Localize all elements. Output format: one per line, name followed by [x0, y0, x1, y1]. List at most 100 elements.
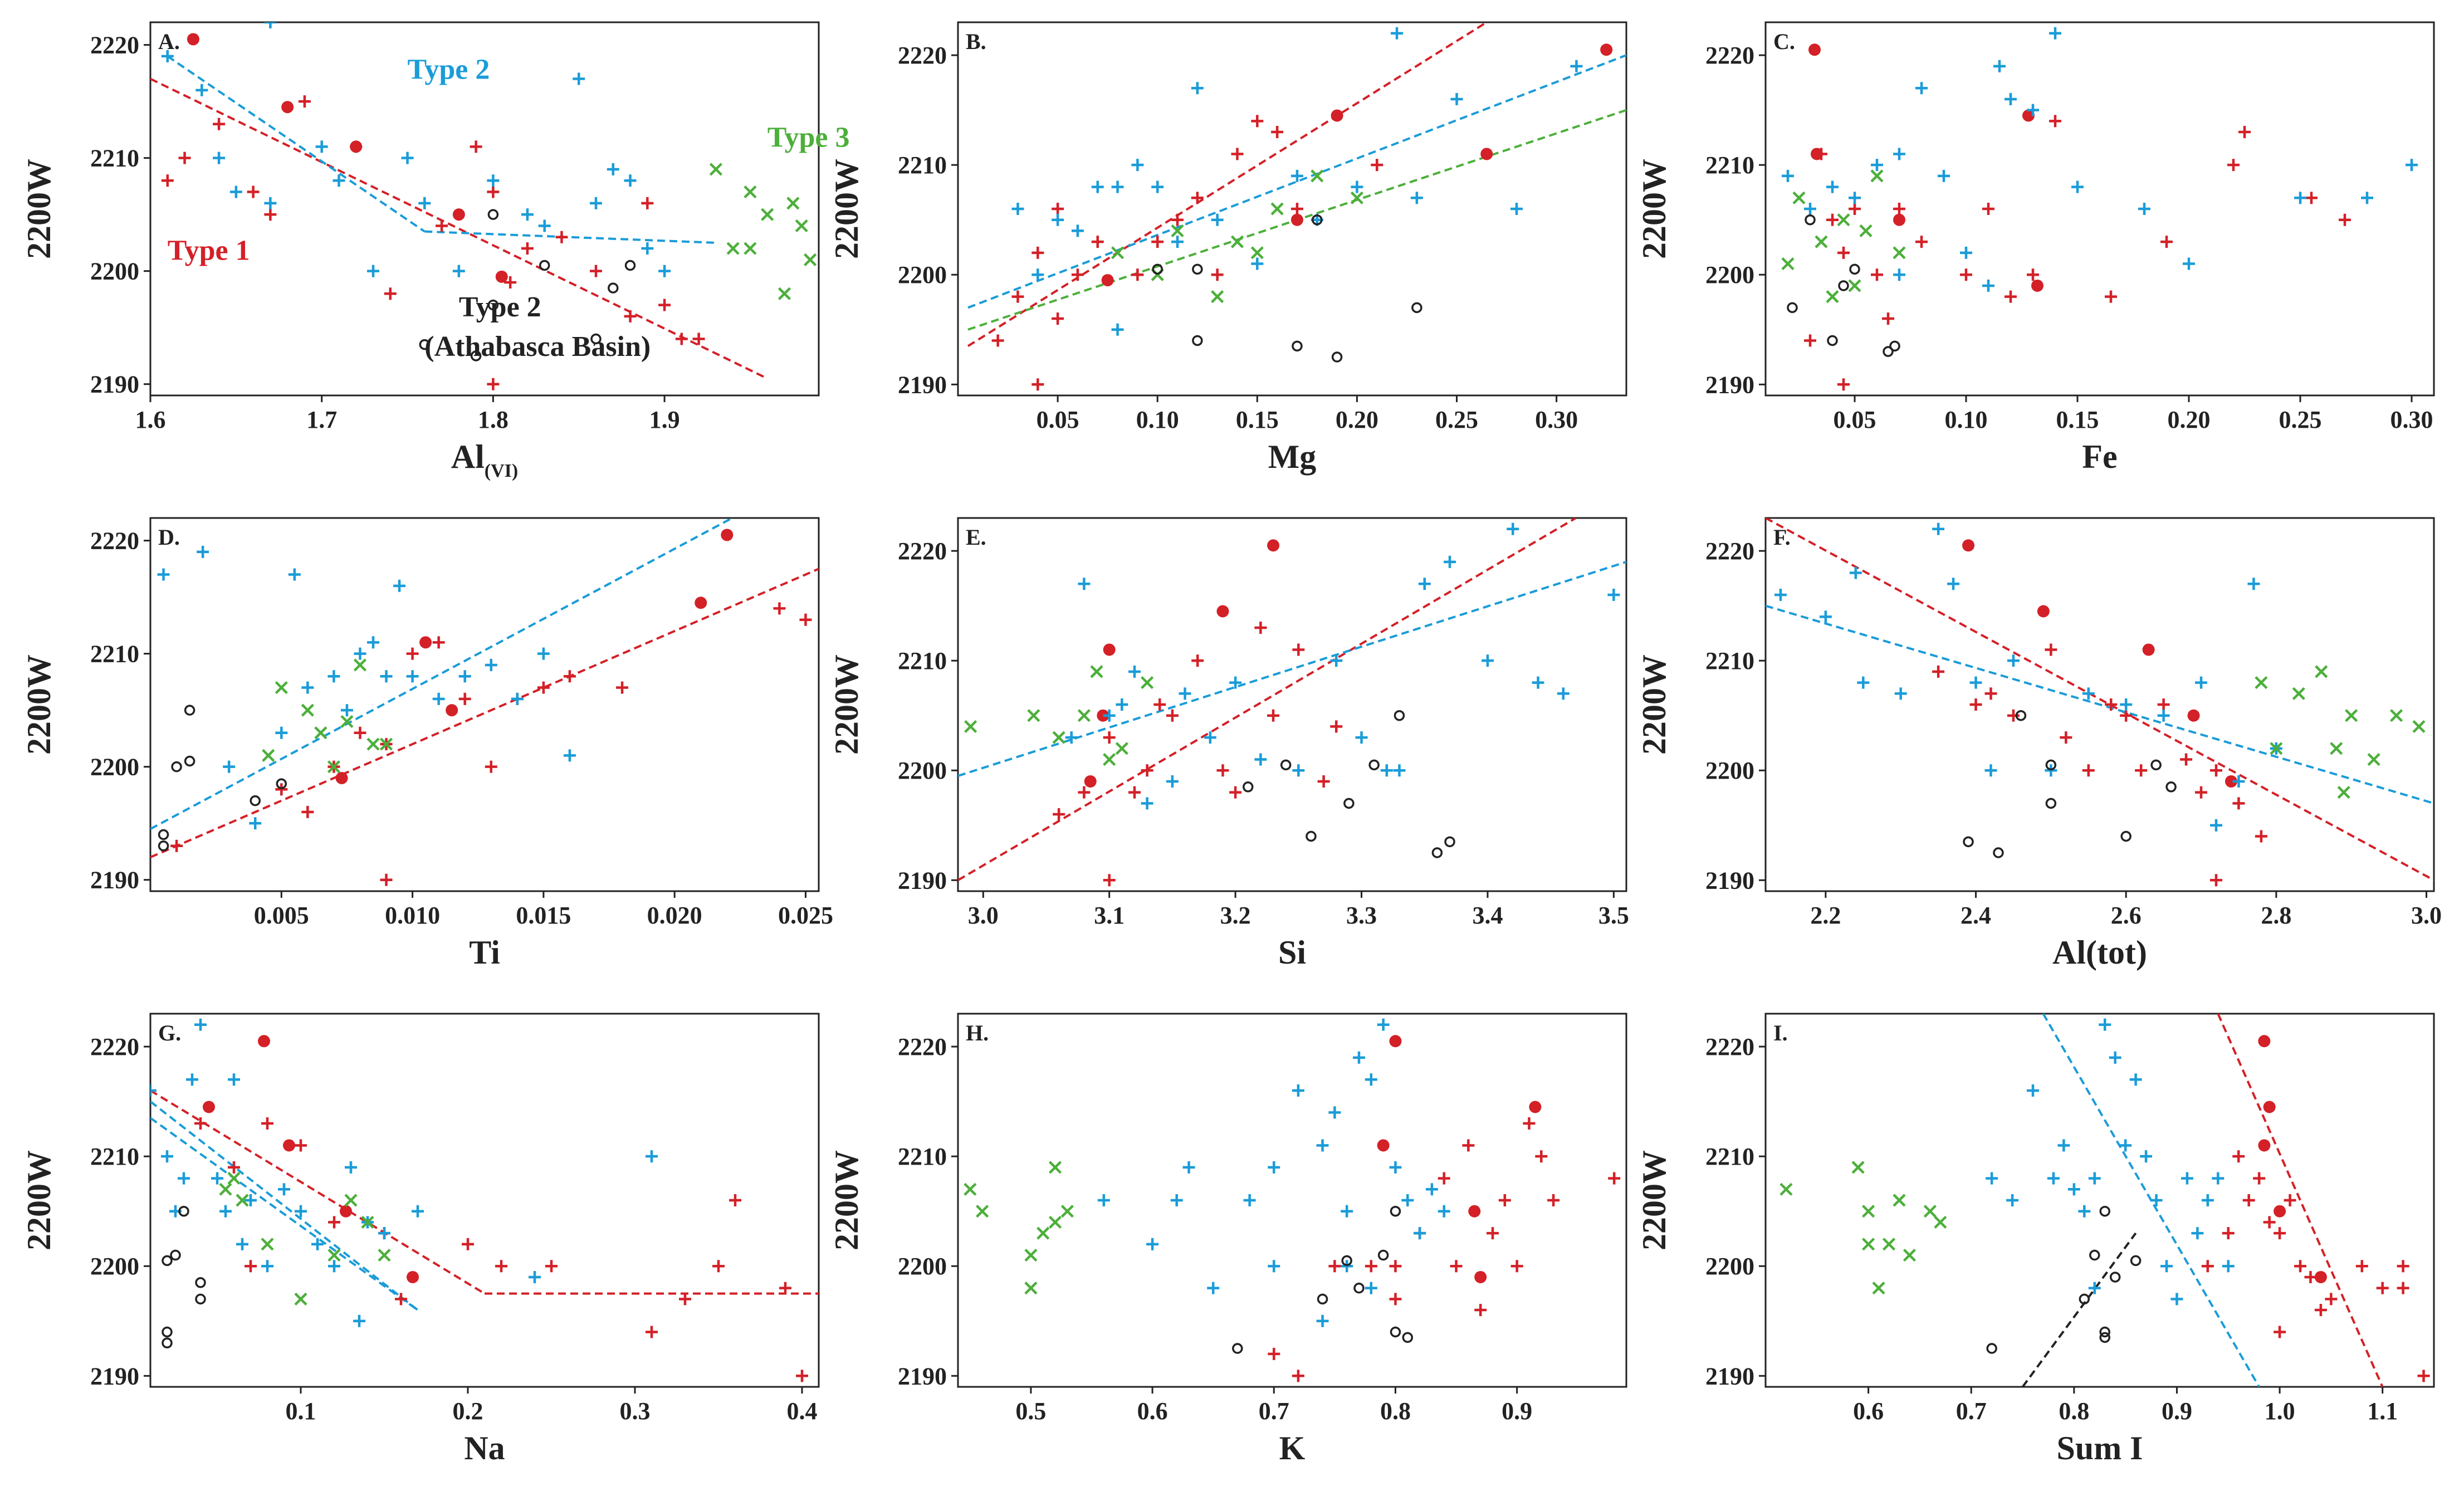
point-type2 [278, 1183, 290, 1196]
point-type1 [1915, 236, 1928, 248]
point-type3 [1862, 1238, 1875, 1251]
point-type2 [2099, 1018, 2111, 1031]
point-type2 [2361, 192, 2373, 204]
x-tick-label: 0.05 [1834, 406, 1876, 433]
point-type2 [1141, 797, 1153, 810]
point-type3 [1893, 1194, 1906, 1207]
point-athabasca [1317, 1293, 1328, 1305]
point-type1 [2225, 775, 2237, 788]
point-type2 [333, 174, 345, 187]
y-tick-label: 2190 [898, 1362, 947, 1390]
point-type2 [1292, 764, 1305, 777]
x-tick-label: 3.2 [1220, 902, 1251, 929]
point-type1 [170, 839, 183, 852]
point-type2 [236, 1238, 248, 1250]
point-type1 [458, 692, 471, 705]
point-type1 [991, 334, 1004, 347]
point-type2 [1510, 203, 1523, 215]
y-axis-label: 2200W [21, 654, 57, 755]
point-type2 [1849, 192, 1861, 204]
point-type2 [1290, 169, 1303, 182]
point-type2 [1365, 1073, 1377, 1086]
point-athabasca [2089, 1249, 2100, 1261]
point-type1 [1171, 213, 1184, 226]
point-type3 [1052, 731, 1065, 744]
point-type3 [353, 658, 367, 672]
point-type1 [1251, 115, 1264, 128]
point-type1 [1031, 246, 1044, 259]
point-type2 [1111, 180, 1124, 193]
point-type1 [1292, 643, 1305, 656]
x-axis-label: Al(tot) [2052, 934, 2147, 971]
point-athabasca [1838, 280, 1849, 291]
plot-area [1781, 27, 2418, 391]
trendline-type2 [150, 1117, 419, 1311]
point-type1 [1101, 274, 1114, 287]
point-type2 [1782, 169, 1794, 182]
x-tick-label: 0.015 [516, 902, 571, 929]
point-athabasca [1993, 847, 2004, 858]
y-tick-label: 2210 [898, 647, 947, 674]
point-type1 [799, 613, 812, 626]
x-tick-label: 2.4 [1961, 902, 1991, 929]
point-athabasca [1331, 351, 1343, 363]
panel-4: 0.005 0.010 0.015 0.020 0.025 2190 2200 2210 222… [21, 517, 833, 971]
point-type2 [2067, 1183, 2080, 1196]
point-type1 [2339, 213, 2351, 226]
point-type1 [2255, 830, 2267, 843]
point-type1 [2135, 764, 2148, 777]
point-type2 [2088, 1172, 2101, 1185]
point-type3 [1211, 290, 1224, 304]
point-type2 [1819, 610, 1832, 623]
point-type1 [2105, 290, 2117, 303]
point-type3 [1250, 246, 1264, 260]
point-type3 [1024, 1248, 1038, 1262]
y-tick-label: 2200 [90, 258, 139, 285]
point-type2 [1365, 1282, 1377, 1294]
x-tick-label: 0.8 [1380, 1397, 1411, 1425]
point-type3 [1851, 1161, 1865, 1174]
point-type1 [721, 529, 734, 541]
x-tick-label: 0.05 [1037, 406, 1079, 433]
point-type1 [1097, 709, 1109, 722]
point-type1 [1377, 1139, 1390, 1152]
point-type2 [1316, 1139, 1329, 1152]
point-type2 [219, 1205, 232, 1218]
point-type2 [511, 692, 524, 705]
point-type2 [1915, 82, 1928, 95]
point-type1 [1371, 159, 1383, 172]
point-type1 [1389, 1260, 1402, 1273]
y-tick-label: 2210 [1705, 647, 1754, 674]
point-type1 [1826, 213, 1839, 226]
point-type2 [646, 1150, 658, 1163]
point-type3 [2345, 709, 2358, 722]
panel-letter: A. [158, 29, 180, 54]
point-athabasca [1805, 214, 1816, 226]
point-type2 [1557, 687, 1570, 700]
point-type1 [1078, 786, 1091, 799]
point-athabasca [1390, 1326, 1401, 1338]
x-tick-label: 0.25 [1435, 406, 1478, 433]
plot-area [1779, 1014, 2430, 1387]
y-tick-label: 2200 [1705, 757, 1754, 784]
point-type2 [1410, 192, 1423, 204]
point-athabasca [1787, 302, 1798, 314]
x-tick-label: 0.6 [1137, 1397, 1168, 1425]
point-type2 [1171, 236, 1184, 248]
point-type3 [1270, 202, 1284, 216]
point-type3 [804, 253, 817, 266]
point-type1 [1216, 605, 1229, 618]
point-type2 [2049, 27, 2061, 40]
point-type1 [1529, 1101, 1542, 1113]
point-type1 [295, 1139, 307, 1152]
point-type2 [1341, 1205, 1353, 1218]
panel-7: 0.1 0.2 0.3 0.4 2190 2200 2210 2220 Na 2200W G. [21, 1013, 820, 1467]
point-type2 [2406, 159, 2418, 172]
x-tick-label: 0.4 [787, 1397, 818, 1425]
point-type3 [294, 1292, 307, 1306]
point-athabasca [1431, 847, 1443, 858]
x-tick-label: 0.20 [2168, 406, 2211, 433]
point-type3 [340, 715, 354, 729]
y-tick-label: 2190 [90, 1362, 139, 1390]
point-type1 [1191, 192, 1204, 204]
